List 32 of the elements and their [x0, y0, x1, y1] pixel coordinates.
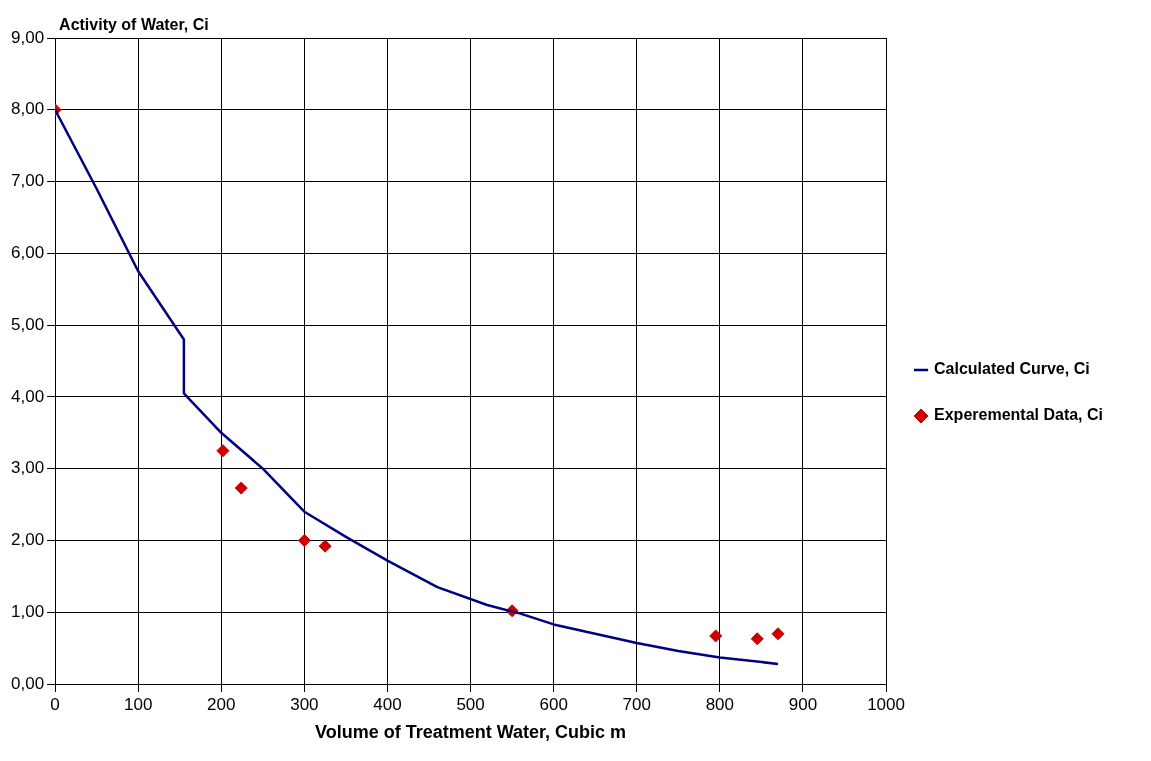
x-tick-label: 1000 — [867, 694, 905, 714]
point — [216, 444, 230, 458]
x-tick-label: 300 — [290, 694, 319, 714]
x-tick-label: 400 — [373, 694, 402, 714]
y-tick-label: 8,00 — [10, 99, 45, 119]
x-tick-label: 800 — [705, 694, 735, 714]
point — [771, 627, 785, 641]
point — [750, 632, 764, 646]
x-tick-label: 700 — [622, 694, 651, 714]
y-tick-label: 7,00 — [10, 171, 45, 191]
x-tick-label: 100 — [124, 694, 153, 714]
x-axis-title: Volume of Treatment Water, Cubic m — [315, 722, 627, 743]
y-axis-title: Activity of Water, Ci — [59, 16, 209, 34]
point — [297, 533, 311, 547]
point — [709, 629, 723, 643]
x-tick-label: 200 — [207, 694, 236, 714]
x-tick-label: 0 — [50, 694, 60, 714]
y-tick-label: 9,00 — [10, 27, 45, 47]
y-tick-label: 6,00 — [10, 243, 45, 263]
y-tick-label: 4,00 — [10, 386, 45, 406]
x-tick-label: 600 — [539, 694, 568, 714]
legend-label: Experemental Data, Ci — [934, 406, 1103, 424]
point — [318, 539, 332, 553]
y-tick-label: 1,00 — [10, 601, 45, 621]
y-tick-label: 0,00 — [10, 673, 45, 693]
y-tick-label: 3,00 — [10, 458, 45, 478]
point — [234, 481, 248, 495]
x-tick-label: 900 — [788, 694, 818, 714]
legend-label: Calculated Curve, Ci — [934, 360, 1090, 378]
y-tick-label: 2,00 — [10, 530, 45, 550]
x-tick-label: 500 — [456, 694, 485, 714]
y-tick-label: 5,00 — [10, 314, 45, 334]
